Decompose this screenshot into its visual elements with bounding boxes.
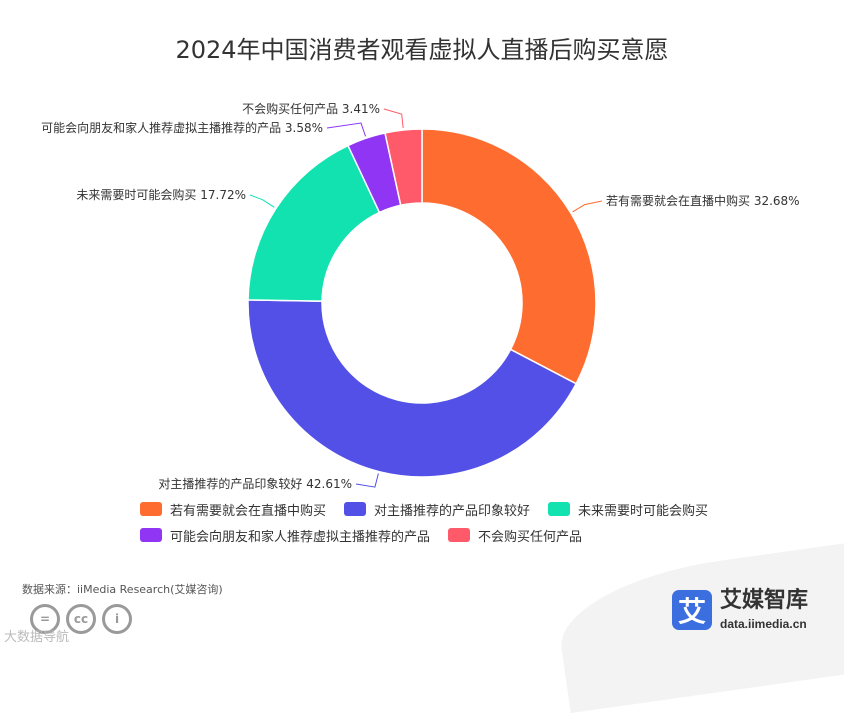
- person-icon: i: [102, 604, 132, 634]
- legend-item-recommend[interactable]: 可能会向朋友和家人推荐虚拟主播推荐的产品: [140, 526, 431, 545]
- legend-label-not-buy: 不会购买任何产品: [478, 529, 583, 545]
- legend-label-recommend: 可能会向朋友和家人推荐虚拟主播推荐的产品: [170, 529, 431, 545]
- legend-label-may-buy-future: 未来需要时可能会购买: [578, 503, 709, 519]
- legend-item-not-buy[interactable]: 不会购买任何产品: [448, 526, 583, 545]
- chart-legend: 若有需要就会在直播中购买 对主播推荐的产品印象较好 未来需要时可能会购买 可能会…: [140, 500, 760, 545]
- brand-name: 艾媒智库: [720, 588, 809, 613]
- slice-not-buy[interactable]: [384, 128, 423, 207]
- legend-item-good-impression[interactable]: 对主播推荐的产品印象较好: [344, 500, 531, 519]
- leader-line-may-buy-future: [249, 194, 275, 208]
- data-label-recommend: 可能会向朋友和家人推荐虚拟主播推荐的产品 3.58%: [41, 120, 323, 135]
- data-label-good-impression: 对主播推荐的产品印象较好 42.61%: [158, 476, 352, 491]
- legend-swatch-buy-in-live: [140, 502, 162, 516]
- legend-swatch-good-impression: [344, 502, 367, 516]
- leader-line-good-impression: [355, 473, 379, 488]
- brand-block: 艾 艾媒智库 data.iimedia.cn: [672, 590, 808, 630]
- legend-item-may-buy-future[interactable]: 未来需要时可能会购买: [548, 500, 709, 519]
- brand-logo-icon: 艾: [672, 590, 712, 630]
- data-label-buy-in-live: 若有需要就会在直播中购买 32.68%: [606, 193, 800, 208]
- legend-swatch-recommend: [140, 528, 162, 542]
- chart-title: 2024年中国消费者观看虚拟人直播后购买意愿: [175, 36, 669, 64]
- legend-item-buy-in-live[interactable]: 若有需要就会在直播中购买: [140, 500, 327, 519]
- cc-icon: cc: [66, 604, 96, 634]
- legend-label-good-impression: 对主播推荐的产品印象较好: [374, 503, 531, 519]
- license-icons: = cc i: [30, 604, 132, 634]
- legend-swatch-may-buy-future: [548, 502, 571, 516]
- slice-good-impression[interactable]: [247, 299, 578, 478]
- leader-line-buy-in-live: [572, 200, 603, 213]
- legend-swatch-not-buy: [448, 528, 471, 542]
- equal-icon: =: [30, 604, 60, 634]
- data-label-not-buy: 不会购买任何产品 3.41%: [242, 101, 380, 116]
- donut-chart: 若有需要就会在直播中购买 32.68% 对主播推荐的产品印象较好 42.61% 未来…: [41, 101, 800, 491]
- legend-label-buy-in-live: 若有需要就会在直播中购买: [170, 503, 327, 519]
- data-label-may-buy-future: 未来需要时可能会购买 17.72%: [76, 187, 246, 202]
- watermark: 大数据导航: [4, 630, 70, 645]
- brand-url: data.iimedia.cn: [720, 617, 807, 631]
- leader-line-recommend: [326, 122, 366, 137]
- slice-buy-in-live[interactable]: [421, 128, 597, 385]
- leader-line-not-buy: [383, 108, 404, 129]
- data-source: 数据来源：iiMedia Research(艾媒咨询): [22, 583, 223, 596]
